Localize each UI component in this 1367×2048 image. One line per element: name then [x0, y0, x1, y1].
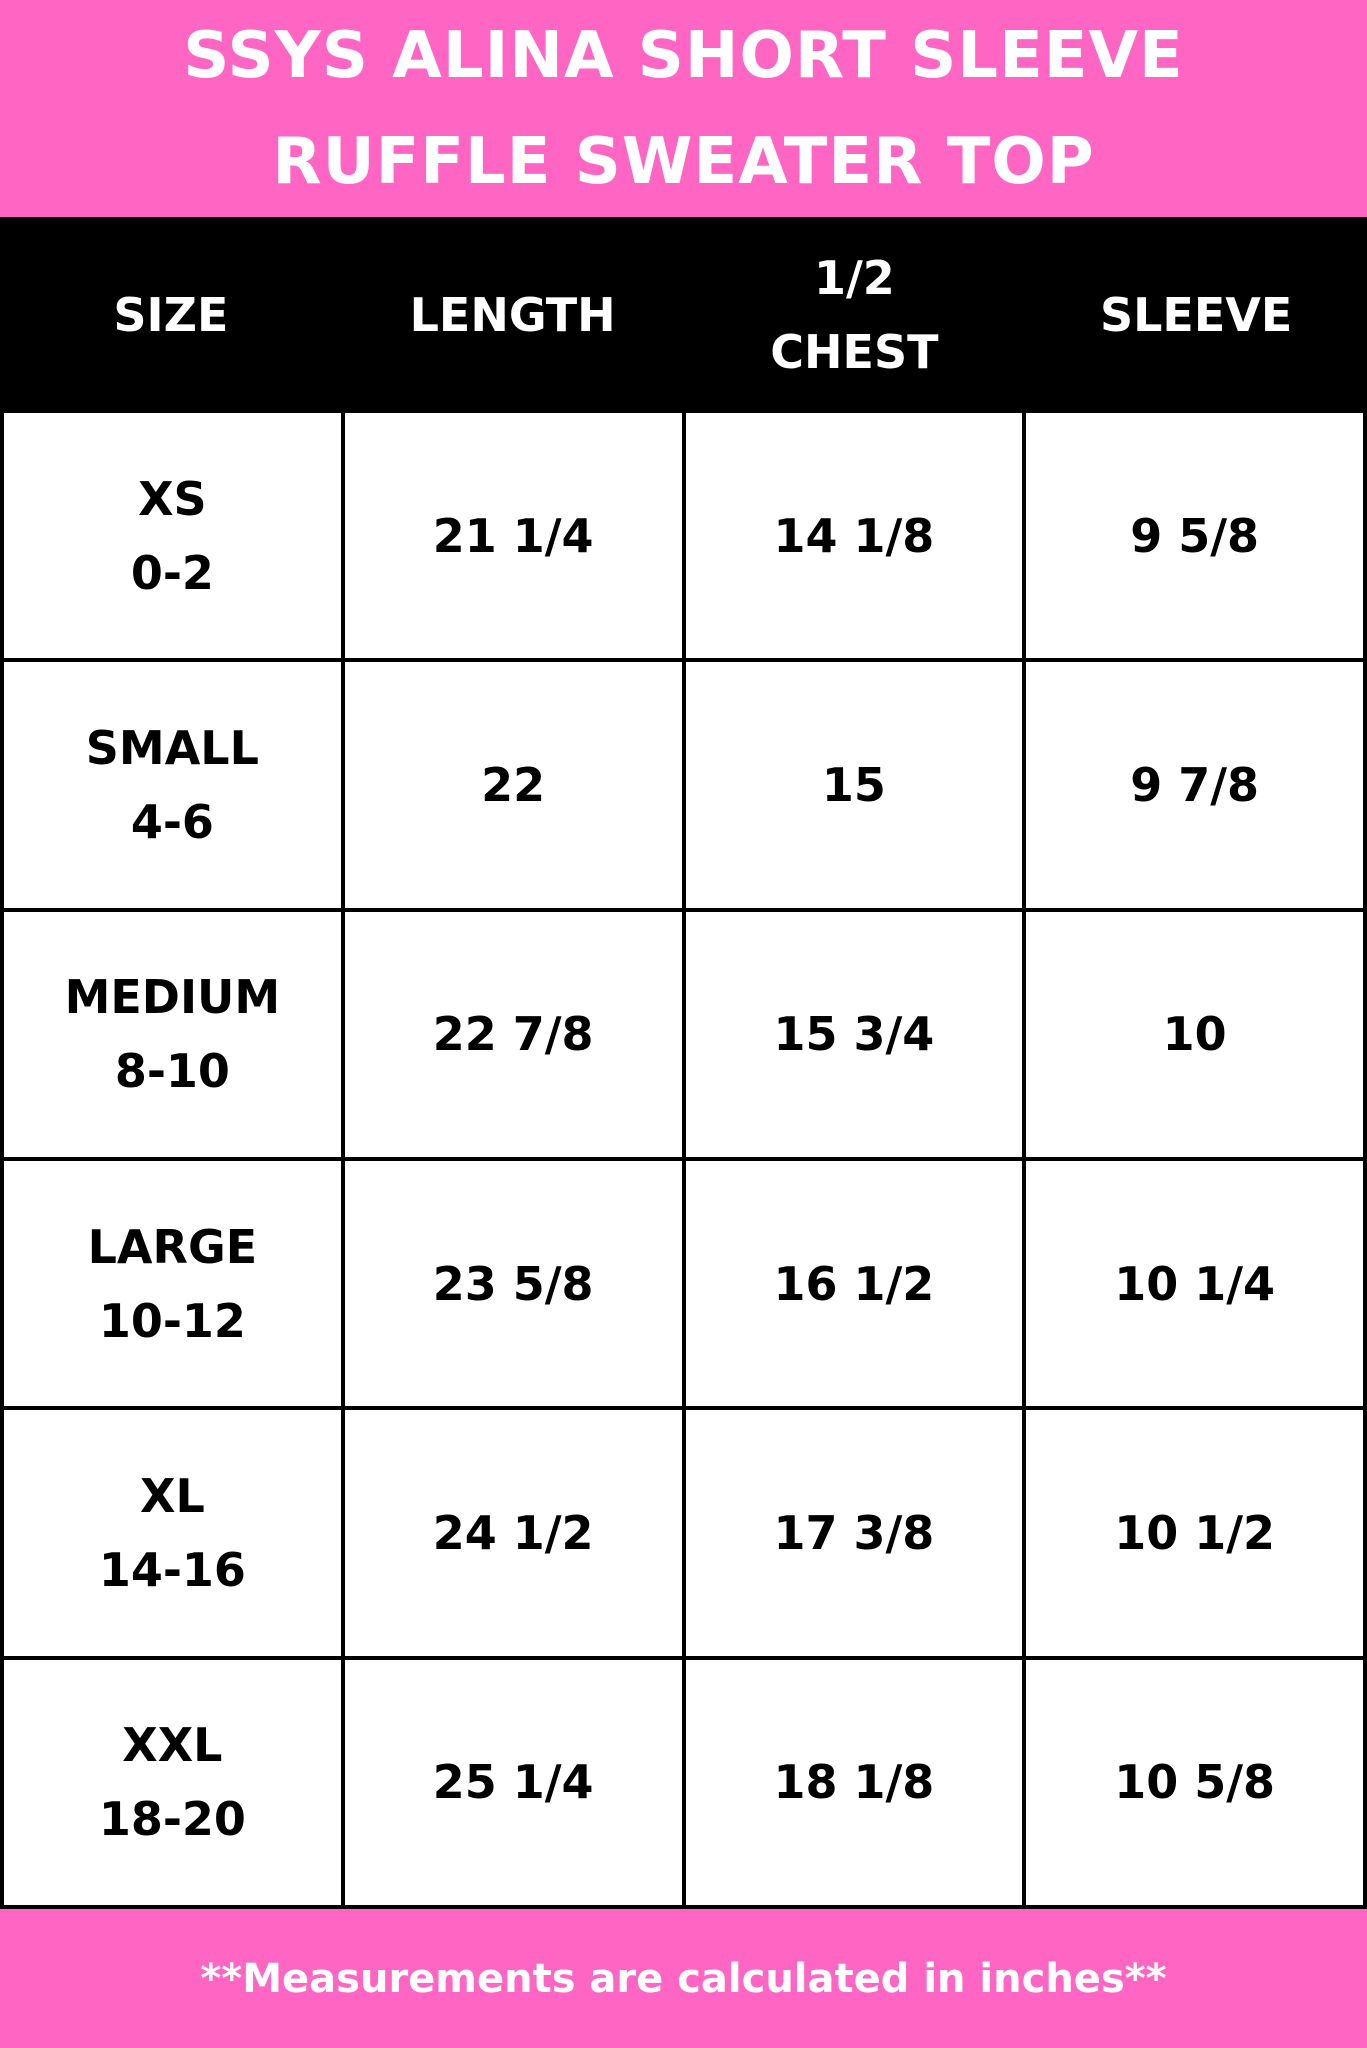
- column-header-text: SIZE: [113, 288, 229, 342]
- chest-cell: 14 1/8: [685, 413, 1023, 659]
- size-range: 4-6: [130, 794, 214, 849]
- sleeve-cell: 9 5/8: [1026, 413, 1363, 659]
- sleeve-cell: 9 7/8: [1026, 662, 1363, 908]
- sleeve-cell: 10 1/4: [1026, 1160, 1363, 1407]
- size-range: 0-2: [130, 545, 214, 600]
- column-header-sleeve: SLEEVE: [1025, 217, 1367, 413]
- size-size: MEDIUM: [64, 970, 281, 1025]
- column-header-chest: 1/2 CHEST: [684, 217, 1026, 413]
- title-line-1: SSYS ALINA SHORT SLEEVE: [183, 18, 1184, 93]
- column-header-text: SLEEVE: [1099, 288, 1293, 342]
- title-line-2: RUFFLE SWEATER TOP: [272, 124, 1095, 199]
- size-cell: LARGE 10-12: [4, 1160, 341, 1407]
- table-header: SIZE LENGTH 1/2 CHEST SLEEVE: [0, 217, 1367, 413]
- size-cell: XL 14-16: [4, 1410, 341, 1656]
- length-cell: 25 1/4: [344, 1659, 682, 1905]
- length-cell: 22 7/8: [344, 911, 682, 1157]
- length-cell: 21 1/4: [344, 413, 682, 659]
- size-size: XXL: [122, 1718, 223, 1773]
- column-header-length: LENGTH: [342, 217, 684, 413]
- sleeve-cell: 10 5/8: [1026, 1659, 1363, 1905]
- size-size: SMALL: [85, 720, 259, 775]
- size-size: XS: [138, 471, 207, 526]
- size-table: XS 0-2 21 1/4 14 1/8 9 5/8 SMALL 4-6 22 15 9 7/8 M…: [0, 413, 1367, 1909]
- column-header-text: CHEST: [770, 325, 939, 379]
- chest-cell: 16 1/2: [685, 1160, 1023, 1407]
- size-cell: XXL 18-20: [4, 1659, 341, 1905]
- size-cell: SMALL 4-6: [4, 662, 341, 908]
- size-cell: XS 0-2: [4, 413, 341, 659]
- chest-cell: 18 1/8: [685, 1659, 1023, 1905]
- size-range: 18-20: [98, 1792, 246, 1847]
- length-cell: 23 5/8: [344, 1160, 682, 1407]
- sleeve-cell: 10 1/2: [1026, 1410, 1363, 1656]
- size-size: XL: [139, 1468, 205, 1523]
- size-cell: MEDIUM 8-10: [4, 911, 341, 1157]
- column-header-text: LENGTH: [409, 288, 616, 342]
- footer-note: **Measurements are calculated in inches*…: [0, 1909, 1367, 2048]
- column-header-text: 1/2: [813, 251, 895, 305]
- size-size: LARGE: [87, 1219, 258, 1274]
- chest-cell: 17 3/8: [685, 1410, 1023, 1656]
- sleeve-cell: 10: [1026, 911, 1363, 1157]
- column-header-size: SIZE: [0, 217, 342, 413]
- size-range: 14-16: [98, 1542, 246, 1597]
- size-range: 10-12: [98, 1293, 246, 1348]
- length-cell: 22: [344, 662, 682, 908]
- chest-cell: 15: [685, 662, 1023, 908]
- length-cell: 24 1/2: [344, 1410, 682, 1656]
- size-range: 8-10: [114, 1044, 230, 1099]
- chest-cell: 15 3/4: [685, 911, 1023, 1157]
- chart-title: SSYS ALINA SHORT SLEEVE RUFFLE SWEATER T…: [0, 0, 1367, 217]
